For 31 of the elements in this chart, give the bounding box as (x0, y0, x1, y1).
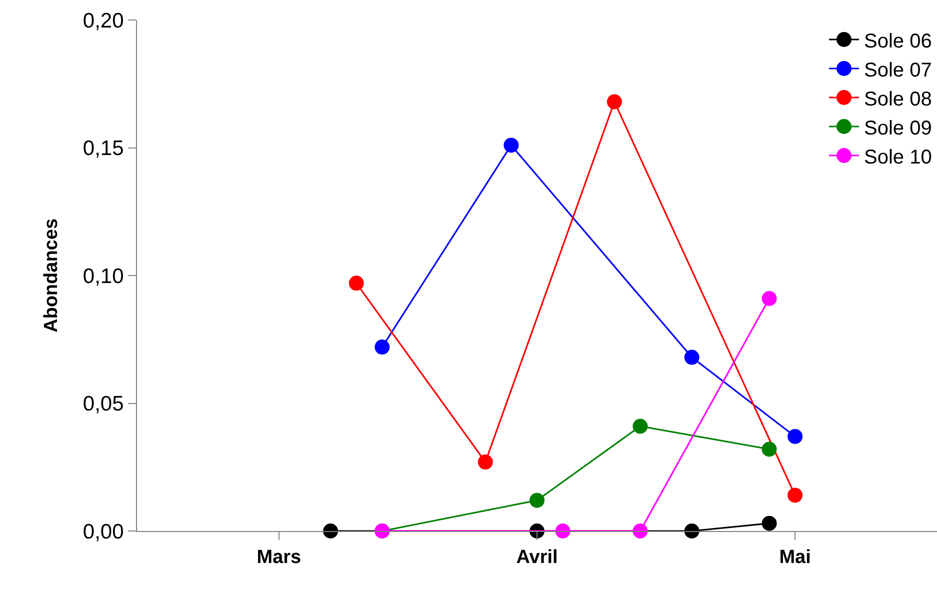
legend-label: Sole 08 (864, 88, 932, 110)
point (555, 524, 570, 538)
x-tick-label: Avril (516, 546, 558, 568)
legend-label: Sole 06 (864, 30, 932, 52)
point (684, 350, 700, 365)
point (374, 340, 390, 355)
point (478, 454, 493, 470)
point (323, 524, 338, 538)
point (788, 488, 803, 503)
point (504, 138, 519, 153)
y-tick-label: 0,05 (82, 392, 124, 416)
point (762, 442, 777, 457)
x-tick-label: Mars (256, 546, 302, 568)
point (530, 492, 544, 508)
legend-label: Sole 09 (864, 117, 932, 140)
legend-label: Sole 10 (864, 146, 932, 168)
point (348, 276, 364, 291)
point (762, 516, 777, 531)
y-tick-label: 0,00 (82, 520, 124, 544)
legend-label: Sole 07 (864, 59, 932, 82)
y-tick-label: 0,10 (82, 264, 124, 288)
x-tick-label: Mai (779, 546, 811, 568)
point (632, 418, 648, 434)
point (684, 524, 700, 538)
y-axis-title: Abondances (40, 218, 62, 333)
point (762, 291, 777, 306)
point (606, 94, 622, 110)
point (632, 524, 648, 538)
y-tick-label: 0,15 (82, 137, 124, 160)
point (788, 428, 803, 444)
y-tick-label: 0,20 (82, 9, 124, 32)
